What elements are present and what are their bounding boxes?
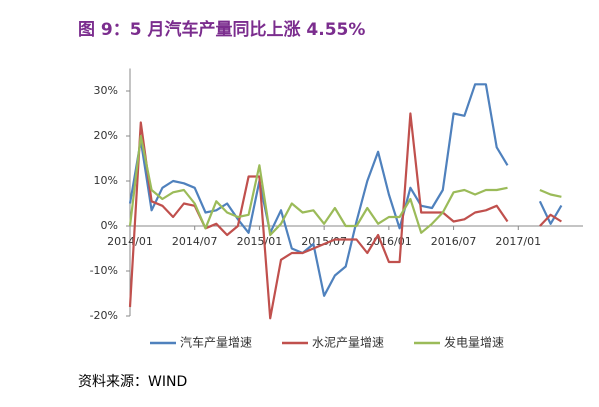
legend-label: 汽车产量增速 bbox=[180, 335, 252, 350]
legend-label: 发电量增速 bbox=[444, 335, 504, 350]
x-tick-label: 2014/07 bbox=[172, 235, 218, 248]
y-tick-label: -20% bbox=[90, 309, 118, 322]
series-line bbox=[128, 112, 562, 320]
x-tick-label: 2014/01 bbox=[107, 235, 153, 248]
y-tick-label: 20% bbox=[94, 129, 118, 142]
series-line bbox=[128, 134, 562, 237]
legend-label: 水泥产量增速 bbox=[312, 336, 384, 350]
x-tick-label: 2016/07 bbox=[431, 235, 477, 248]
x-tick-label: 2015/01 bbox=[237, 235, 283, 248]
x-tick-label: 2016/01 bbox=[366, 235, 412, 248]
series-line bbox=[128, 83, 563, 297]
y-tick-label: -10% bbox=[90, 264, 118, 277]
source: 资料来源：WIND bbox=[78, 374, 187, 390]
x-tick-label: 2015/07 bbox=[301, 235, 347, 248]
y-tick-label: 10% bbox=[94, 174, 118, 187]
y-tick-label: 0% bbox=[101, 219, 118, 232]
y-tick-label: 30% bbox=[94, 84, 118, 97]
x-tick-label: 2017/01 bbox=[495, 235, 541, 248]
chart-title: 图 9：5 月汽车产量同比上涨 4.55% bbox=[78, 19, 365, 40]
